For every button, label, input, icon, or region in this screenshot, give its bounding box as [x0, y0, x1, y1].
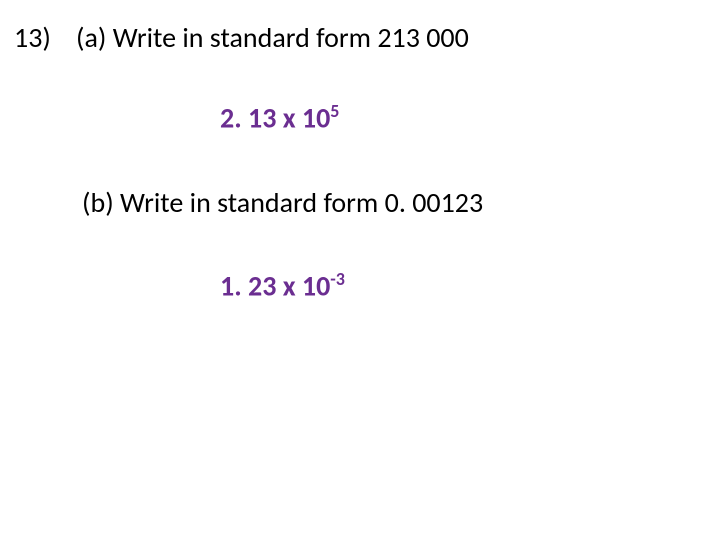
part-b-answer: 1. 23 x 10-3 [220, 268, 345, 303]
worksheet-page: 13) (a) Write in standard form 213 000 2… [0, 0, 720, 540]
part-a-answer-base: 2. 13 x 10 [220, 100, 330, 135]
part-a-prompt: (a) Write in standard form 213 000 [76, 20, 469, 55]
part-a-answer-exponent: 5 [330, 100, 339, 122]
part-b-answer-exponent: -3 [330, 268, 345, 290]
part-b-answer-base: 1. 23 x 10 [220, 268, 330, 303]
part-a-answer: 2. 13 x 105 [220, 100, 339, 135]
part-b-prompt: (b) Write in standard form 0. 00123 [82, 185, 483, 220]
question-number: 13) [14, 20, 51, 55]
